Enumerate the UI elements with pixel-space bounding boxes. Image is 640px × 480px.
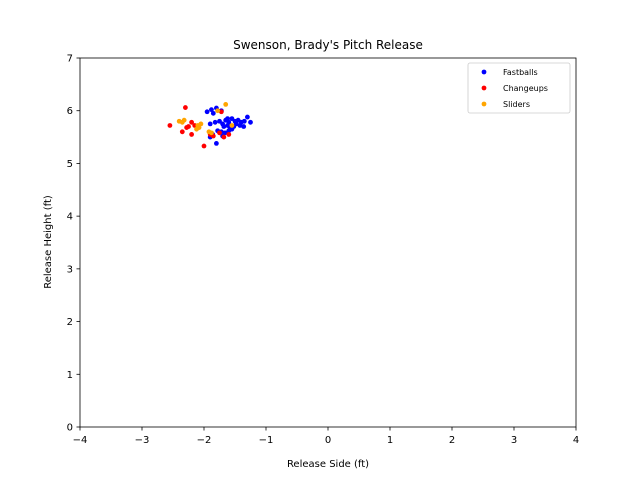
data-point [212, 119, 218, 125]
data-point [217, 130, 222, 136]
chart-title: Swenson, Brady's Pitch Release [233, 38, 423, 52]
data-point [241, 118, 247, 124]
data-point [245, 114, 250, 120]
y-tick-label: 7 [67, 54, 73, 65]
data-point [226, 132, 232, 137]
data-point [210, 110, 216, 116]
data-point [204, 109, 210, 115]
data-point [218, 109, 224, 115]
data-point [189, 119, 195, 125]
y-axis-label: Release Height (ft) [43, 195, 54, 289]
data-point [229, 126, 235, 132]
data-point [167, 123, 173, 128]
data-point [233, 121, 239, 127]
data-point [223, 101, 229, 107]
data-point [207, 121, 213, 127]
data-point [225, 116, 230, 122]
x-tick-label: 3 [511, 435, 517, 446]
legend-label: Changeups [503, 84, 548, 93]
x-tick-label: −1 [259, 435, 274, 446]
x-tick-label: 0 [325, 435, 331, 446]
legend-label: Fastballs [503, 68, 538, 77]
series-sliders [176, 101, 235, 136]
data-point [237, 123, 243, 128]
data-point [215, 108, 221, 114]
y-tick-label: 0 [67, 423, 73, 434]
x-axis-label: Release Side (ft) [287, 459, 369, 470]
y-axis: 0 1 2 3 4 5 6 7 [67, 54, 80, 434]
x-tick-label: 4 [573, 435, 579, 446]
y-tick-label: 3 [67, 264, 73, 275]
data-point [201, 143, 207, 149]
data-point [194, 126, 199, 132]
y-tick-label: 2 [67, 317, 73, 328]
y-tick-label: 6 [67, 106, 73, 117]
x-tick-label: −2 [197, 435, 212, 446]
data-point [209, 107, 214, 113]
data-point [214, 140, 219, 146]
x-axis: −4 −3 −2 −1 0 1 2 3 4 [73, 427, 579, 446]
legend-label: Sliders [503, 100, 530, 109]
legend-marker [481, 69, 487, 75]
y-tick-label: 4 [67, 212, 73, 223]
data-point [248, 119, 253, 125]
x-tick-label: 2 [449, 435, 455, 446]
x-tick-label: 1 [387, 435, 393, 446]
data-point [179, 129, 185, 135]
y-tick-label: 1 [67, 370, 73, 381]
data-point [221, 134, 227, 140]
legend-marker [481, 85, 487, 91]
data-point [198, 121, 204, 127]
data-point [229, 123, 235, 128]
x-tick-label: −4 [73, 435, 88, 446]
data-point [189, 132, 195, 137]
data-point [221, 124, 227, 129]
data-point [181, 117, 187, 123]
data-point [183, 105, 188, 110]
data-point [184, 125, 190, 130]
legend-frame [467, 62, 571, 114]
y-tick-label: 5 [67, 159, 73, 170]
data-point [209, 130, 214, 136]
data-point [241, 124, 247, 129]
legend: Fastballs Changeups Sliders [467, 62, 571, 114]
x-tick-label: −3 [135, 435, 150, 446]
data-points [167, 101, 253, 149]
legend-marker [481, 101, 487, 107]
